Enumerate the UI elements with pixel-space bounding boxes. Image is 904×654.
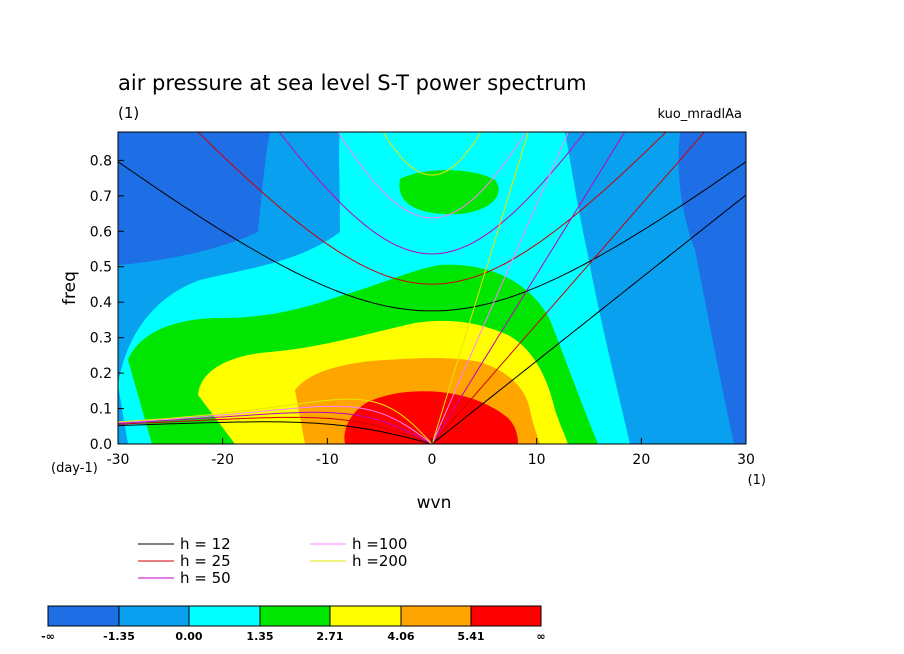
- x-tick-label: 30: [737, 452, 755, 468]
- y-unit-label: (day-1): [51, 461, 98, 476]
- rossby-curve-h50: [118, 411, 433, 444]
- colorbar-borders: [47, 605, 542, 627]
- x-tick-label: -20: [211, 452, 234, 468]
- colorbar-swatch-3: [260, 606, 330, 626]
- y-tick-label: 0.3: [90, 331, 112, 347]
- colorbar-swatch-2: [189, 606, 260, 626]
- legend-label-h50: h = 50: [180, 569, 231, 587]
- colorbar-level-4: 2.71: [316, 630, 343, 643]
- contour-band-3b: [399, 170, 499, 215]
- x-tick-label: 20: [632, 452, 650, 468]
- colorbar-swatch-1: [119, 606, 189, 626]
- y-tick-label: 0.8: [90, 153, 112, 169]
- y-axis-label: freq: [60, 271, 80, 305]
- rossby-curve-h200: [118, 398, 433, 444]
- legend-item-h200: h =200: [310, 552, 407, 570]
- gravity-curve-h100: [337, 132, 527, 219]
- y-tick-label: 0.1: [90, 402, 112, 418]
- contour-band-6: [344, 391, 518, 444]
- gravity-curve-h25: [197, 132, 667, 285]
- kelvin-curve-h12: [431, 194, 746, 444]
- kelvin-curve-h100: [431, 132, 569, 444]
- axis-ticks: -30 -20 -10 0 10 20 30 0.0 0.1 0.2 0.3 0.4 0.5 0.6 0.7…: [90, 153, 755, 468]
- legend-label-h200: h =200: [352, 552, 407, 570]
- kelvin-curve-h25: [431, 132, 706, 444]
- rossby-curve-h12: [118, 421, 433, 444]
- x-axis-label: wvn: [417, 493, 452, 513]
- dispersion-legend: h = 12 h = 25 h = 50 h =100 h =200: [138, 535, 407, 587]
- colorbar-swatch-6: [471, 606, 541, 626]
- legend-item-h100: h =100: [310, 535, 407, 553]
- gravity-curve-h12: [118, 161, 746, 312]
- legend-label-h100: h =100: [352, 535, 407, 553]
- y-tick-label: 0.2: [90, 366, 112, 382]
- colorbar: -∞ -1.35 0.00 1.35 2.71 4.06 5.41 ∞: [41, 605, 546, 643]
- y-tick-label: 0.6: [90, 224, 112, 240]
- y-tick-label: 0.7: [90, 189, 112, 205]
- rossby-curve-h25: [118, 416, 433, 444]
- colorbar-level-5: 4.06: [387, 630, 414, 643]
- colorbar-level-7: ∞: [536, 630, 545, 643]
- gravity-curve-h50: [278, 132, 586, 255]
- x-tick-label: -10: [316, 452, 339, 468]
- legend-label-h12: h = 12: [180, 535, 231, 553]
- chart-subtitle-left: (1): [118, 104, 139, 122]
- y-tick-label: 0.0: [90, 437, 112, 453]
- kelvin-curve-h50: [431, 132, 626, 444]
- legend-label-h25: h = 25: [180, 552, 231, 570]
- dispersion-curves: [118, 132, 746, 444]
- gravity-curve-h200: [382, 132, 482, 176]
- x-unit-label: (1): [748, 473, 766, 488]
- contour-fills: [118, 132, 746, 444]
- x-tick-label: 10: [528, 452, 546, 468]
- y-tick-label: 0.5: [90, 260, 112, 276]
- colorbar-swatch-5: [401, 606, 471, 626]
- colorbar-level-0: -∞: [41, 630, 55, 643]
- legend-item-h50: h = 50: [138, 569, 231, 587]
- colorbar-swatch-4: [330, 606, 401, 626]
- colorbar-swatch-0: [48, 606, 119, 626]
- rossby-curve-h100: [118, 405, 433, 444]
- x-tick-label: -30: [107, 452, 130, 468]
- x-tick-label: 0: [428, 452, 437, 468]
- colorbar-level-1: -1.35: [103, 630, 135, 643]
- colorbar-level-3: 1.35: [246, 630, 273, 643]
- colorbar-level-2: 0.00: [175, 630, 202, 643]
- legend-item-h25: h = 25: [138, 552, 231, 570]
- y-tick-label: 0.4: [90, 295, 112, 311]
- chart-subtitle-right: kuo_mradlAa: [657, 107, 742, 122]
- legend-item-h12: h = 12: [138, 535, 231, 553]
- chart-title: air pressure at sea level S-T power spec…: [118, 71, 587, 95]
- kelvin-curve-h200: [431, 132, 529, 444]
- colorbar-level-6: 5.41: [457, 630, 484, 643]
